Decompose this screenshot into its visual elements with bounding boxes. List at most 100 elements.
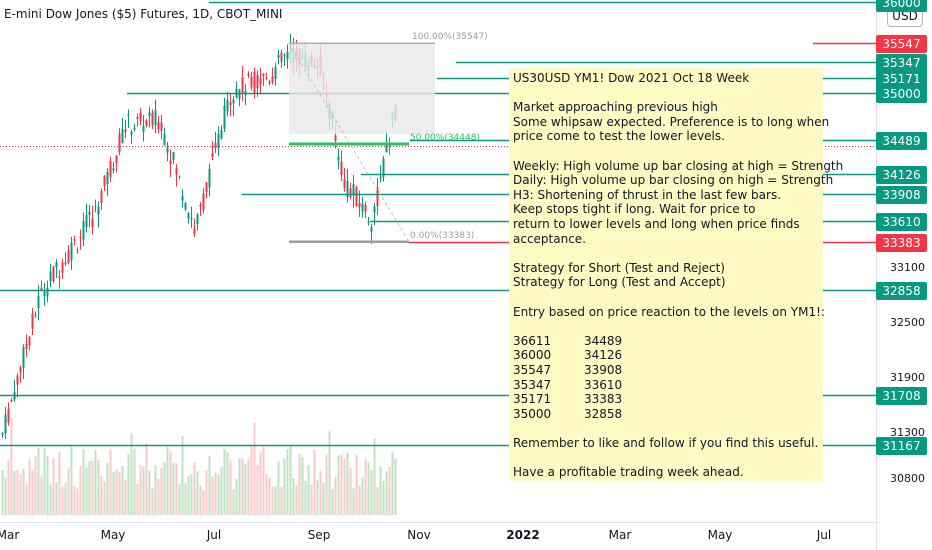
time-tick-label: Mar xyxy=(0,528,20,542)
volume-bar xyxy=(145,443,148,515)
volume-bar xyxy=(226,452,229,515)
candle-body xyxy=(46,288,49,297)
volume-bar xyxy=(388,466,391,515)
candle-body xyxy=(67,250,70,264)
volume-bar xyxy=(160,467,163,515)
volume-bar xyxy=(271,486,274,515)
fib-level-label: 50.00%(34448) xyxy=(410,133,480,144)
price-level-label: 31708 xyxy=(876,386,927,405)
volume-bar xyxy=(157,479,160,515)
volume-bar xyxy=(103,481,106,515)
volume-bar xyxy=(295,485,298,515)
volume-bar xyxy=(190,473,193,515)
volume-bar xyxy=(340,454,343,515)
volume-bar xyxy=(85,467,88,515)
price-tick-label: 32500 xyxy=(890,315,925,329)
volume-bar xyxy=(262,445,265,515)
candle-body xyxy=(79,236,82,239)
candle-body xyxy=(190,218,193,220)
volume-bar xyxy=(307,465,310,515)
volume-bar xyxy=(127,453,130,515)
time-tick-label: 2022 xyxy=(506,528,540,542)
volume-bar xyxy=(130,433,133,515)
volume-bar xyxy=(94,450,97,515)
candle-body xyxy=(148,112,151,117)
fib-level-label: 0.00%(33383) xyxy=(410,230,475,241)
volume-bar xyxy=(319,471,322,515)
volume-bar xyxy=(205,470,208,515)
candle-body xyxy=(208,169,211,188)
volume-bar xyxy=(391,452,394,515)
note-line: Keep stops tight if long. Wait for price… xyxy=(513,202,756,217)
candle-body xyxy=(106,172,109,185)
volume-bar xyxy=(346,452,349,515)
volume-bar xyxy=(364,459,367,515)
note-level-right: 33610 xyxy=(584,377,623,392)
volume-bar xyxy=(112,471,115,515)
volume-bar xyxy=(88,461,91,515)
candle-body xyxy=(130,131,133,135)
time-tick-label: May xyxy=(100,528,126,542)
note-line: US30USD YM1! Dow 2021 Oct 18 Week xyxy=(513,71,750,85)
candle-body xyxy=(280,52,283,62)
candle-body xyxy=(127,114,130,116)
candle-body xyxy=(220,130,223,139)
volume-bar xyxy=(232,489,235,515)
volume-bar xyxy=(274,486,277,515)
note-line: Weekly: High volume up bar closing at hi… xyxy=(513,158,844,173)
note-line: Strategy for Long (Test and Accept) xyxy=(513,275,726,290)
analysis-note[interactable]: US30USD YM1! Dow 2021 Oct 18 Week Market … xyxy=(509,68,843,481)
volume-bar xyxy=(304,480,307,515)
volume-bars xyxy=(1,417,397,515)
volume-bar xyxy=(13,471,16,515)
volume-bar xyxy=(7,459,10,515)
volume-bar xyxy=(163,462,166,515)
candle-body xyxy=(91,218,94,228)
volume-bar xyxy=(109,449,112,515)
candle-body xyxy=(349,188,352,198)
candle-body xyxy=(241,77,244,93)
candle-body xyxy=(73,238,76,241)
volume-bar xyxy=(208,455,211,515)
volume-bar xyxy=(79,466,82,515)
candle-body xyxy=(232,99,235,104)
volume-bar xyxy=(151,487,154,515)
price-level-label: 35547 xyxy=(876,34,927,53)
candle-body xyxy=(16,375,19,385)
candle-body xyxy=(118,133,121,153)
candle-body xyxy=(94,205,97,207)
volume-bar xyxy=(118,472,121,515)
price-level-label: 36000 xyxy=(876,0,927,12)
candle-body xyxy=(286,51,289,60)
candle-body xyxy=(157,122,160,130)
candle-body xyxy=(100,191,103,204)
candle-body xyxy=(55,262,58,268)
candle-body xyxy=(112,168,115,171)
volume-bar xyxy=(325,454,328,515)
fib-level-label: 100.00%(35547) xyxy=(412,32,488,43)
time-tick-label: Jul xyxy=(816,528,832,542)
note-level-left: 36611 xyxy=(513,333,552,348)
volume-bar xyxy=(217,474,220,515)
candle-body xyxy=(70,242,73,261)
price-level-label: 34489 xyxy=(876,131,927,150)
volume-bar xyxy=(148,470,151,515)
candle-body xyxy=(172,151,175,161)
candle-body xyxy=(34,314,37,316)
volume-bar xyxy=(10,417,13,515)
volume-bar xyxy=(64,482,67,515)
volume-bar xyxy=(214,472,217,515)
candle-body xyxy=(85,215,88,228)
candle-body xyxy=(154,110,157,126)
volume-bar xyxy=(1,470,4,515)
price-level-label: 33610 xyxy=(876,212,927,231)
candle-body xyxy=(274,67,277,80)
price-tick-label: 31900 xyxy=(890,370,925,384)
volume-bar xyxy=(331,488,334,515)
volume-bar xyxy=(334,476,337,515)
volume-bar xyxy=(142,466,145,515)
volume-bar xyxy=(316,480,319,515)
candle-body xyxy=(283,55,286,57)
candle-body xyxy=(247,74,250,76)
